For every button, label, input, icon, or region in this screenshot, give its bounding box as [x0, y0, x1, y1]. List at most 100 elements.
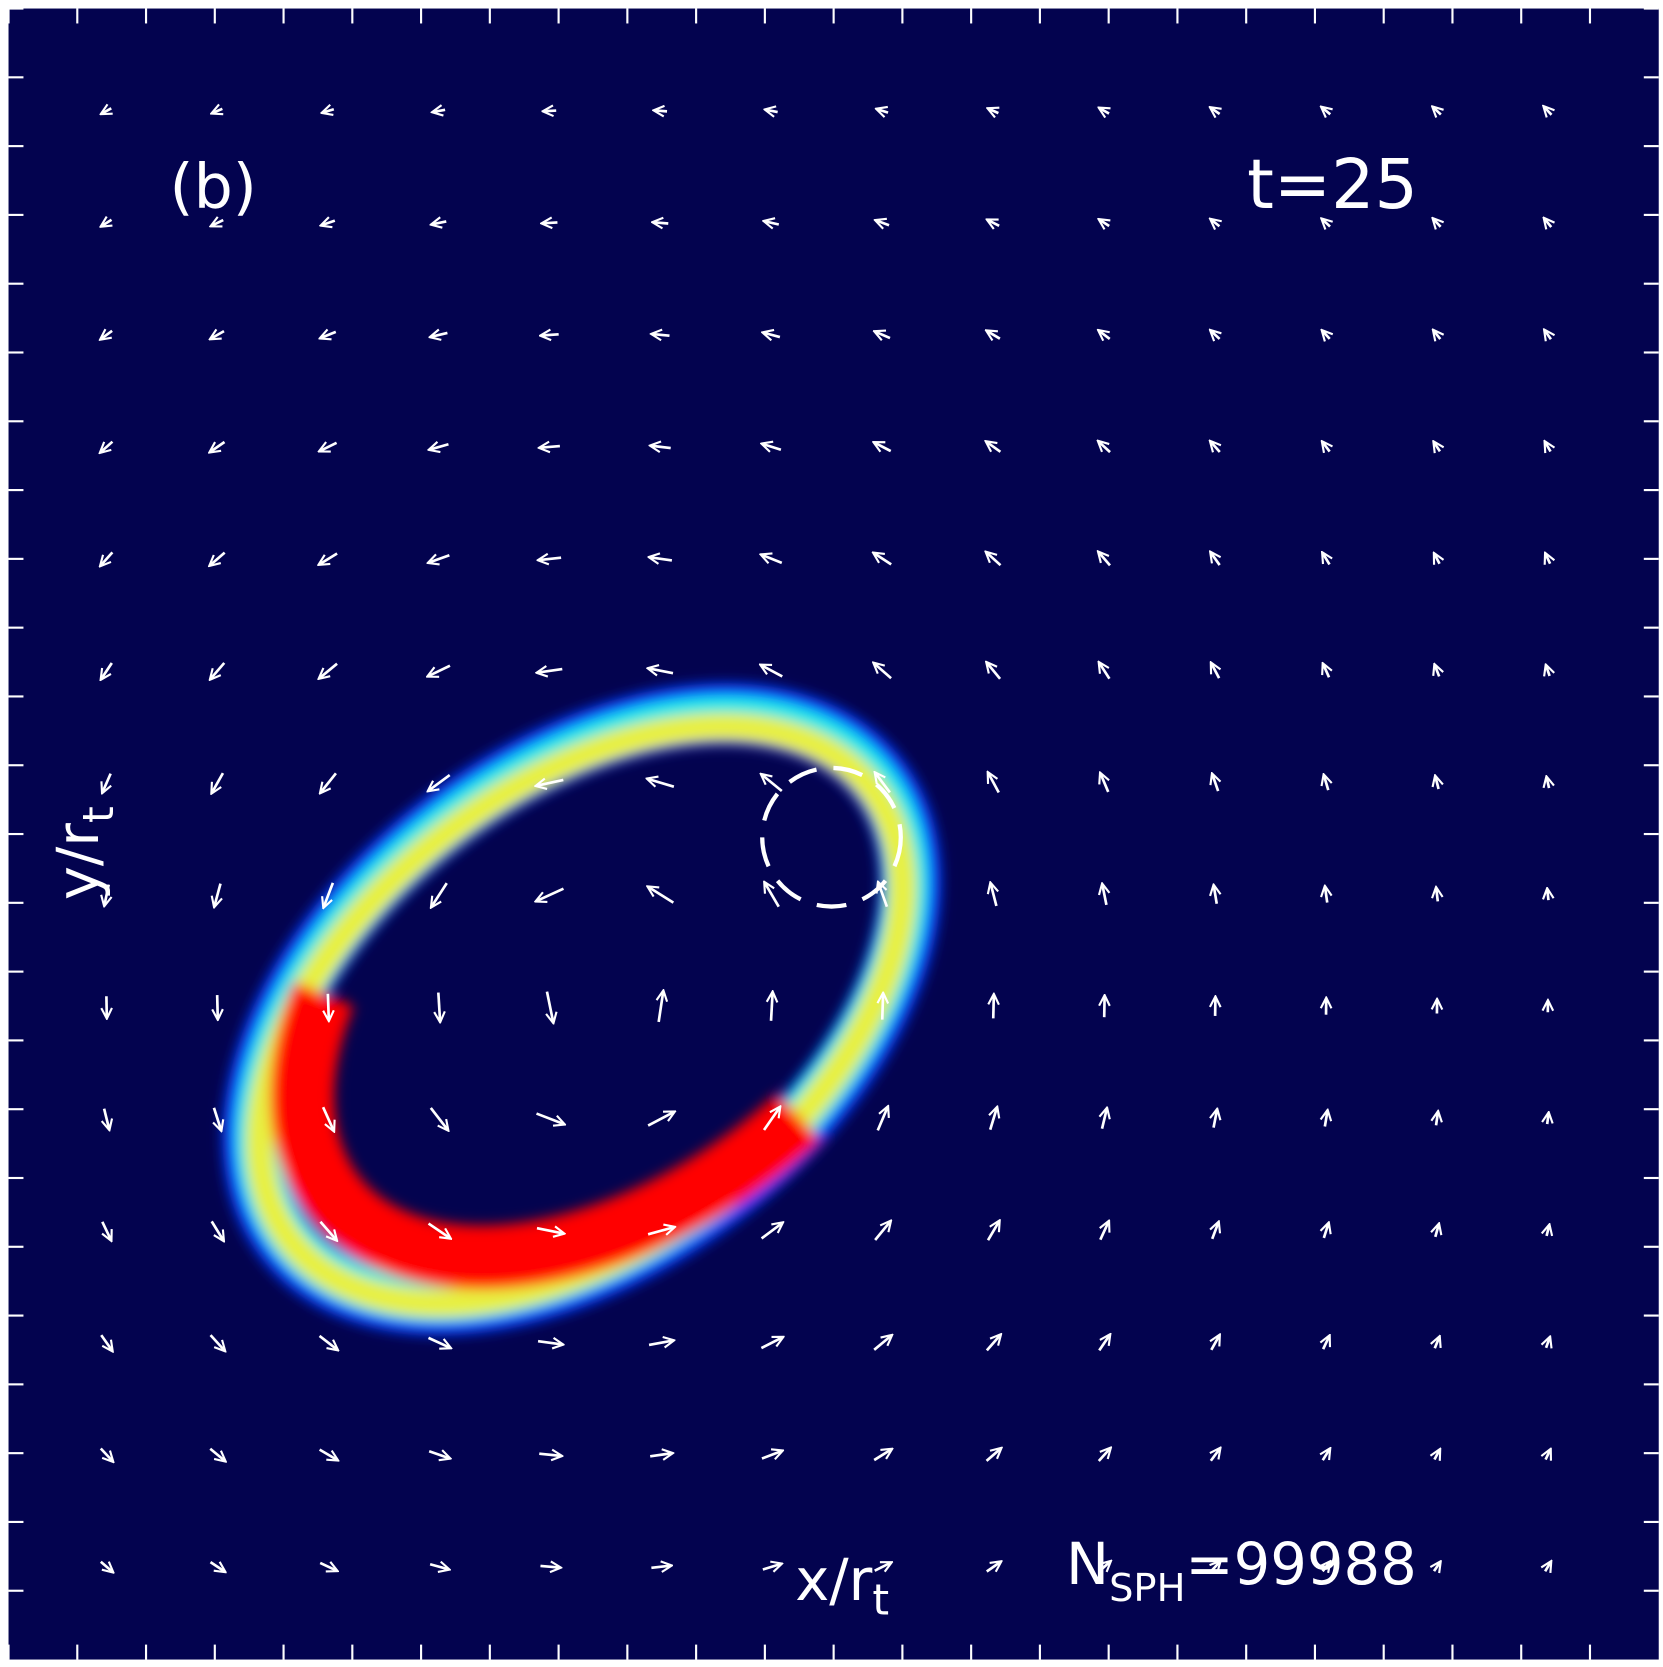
velocity-arrow [320, 662, 338, 678]
velocity-arrow [432, 882, 448, 906]
velocity-arrow [760, 1337, 782, 1350]
velocity-arrow [988, 220, 1000, 226]
velocity-arrow [760, 1223, 782, 1240]
frame-ticks [7, 7, 1659, 1660]
velocity-arrow [1098, 1335, 1109, 1352]
velocity-arrow [1211, 108, 1220, 114]
velocity-arrow [987, 663, 1002, 680]
velocity-arrow [104, 884, 108, 905]
velocity-arrow [1323, 442, 1330, 451]
velocity-arrow [873, 1336, 891, 1351]
velocity-arrow [318, 1334, 338, 1350]
velocity-arrow [101, 331, 113, 339]
velocity-arrow [536, 1228, 563, 1233]
velocity-arrow [432, 221, 447, 224]
velocity-arrow [320, 552, 338, 564]
velocity-arrow [1323, 553, 1330, 566]
y-axis-subscript: t [74, 806, 124, 823]
velocity-arrow [1436, 888, 1438, 902]
velocity-arrow [989, 109, 999, 113]
velocity-arrow [103, 773, 111, 792]
velocity-arrow [1099, 442, 1111, 454]
velocity-arrow [1323, 664, 1329, 678]
velocity-arrow [427, 1336, 449, 1348]
velocity-arrow [1545, 442, 1550, 451]
velocity-arrow [649, 887, 675, 904]
velocity-arrow [438, 992, 440, 1021]
velocity-arrow [765, 883, 780, 908]
velocity-arrow [1101, 774, 1109, 793]
velocity-arrow [427, 1222, 450, 1238]
velocity-arrow [987, 442, 1002, 453]
velocity-arrow [647, 1227, 674, 1234]
velocity-arrow [651, 446, 671, 448]
velocity-arrow [1100, 1222, 1108, 1241]
velocity-arrow [211, 662, 226, 679]
velocity-arrow [1325, 887, 1327, 903]
velocity-arrow [649, 1453, 672, 1456]
velocity-field [101, 107, 1552, 1572]
velocity-arrow [876, 221, 890, 226]
velocity-arrow [537, 780, 564, 786]
velocity-arrow [877, 109, 889, 112]
velocity-arrow [1211, 1562, 1220, 1572]
velocity-arrow [766, 110, 778, 112]
velocity-arrow [538, 669, 563, 673]
velocity-arrow [1097, 1449, 1110, 1462]
velocity-arrow [328, 993, 329, 1020]
velocity-arrow [1323, 331, 1330, 339]
y-axis-text: y/r [45, 823, 112, 900]
velocity-arrow [874, 553, 892, 566]
velocity-arrow [1322, 219, 1330, 226]
velocity-arrow [874, 1563, 891, 1571]
velocity-arrow [1211, 664, 1219, 679]
time-label: t=25 [1247, 146, 1418, 225]
velocity-arrow [1434, 1562, 1440, 1571]
velocity-arrow [1102, 885, 1106, 906]
velocity-arrow [985, 1562, 1001, 1573]
velocity-arrow [771, 993, 773, 1021]
velocity-arrow [430, 444, 449, 449]
velocity-arrow [212, 772, 225, 792]
velocity-arrow [102, 108, 111, 113]
velocity-arrow [874, 1222, 890, 1241]
velocity-arrow [991, 884, 997, 907]
velocity-arrow [429, 555, 450, 562]
panel-label: (b) [169, 151, 256, 223]
x-axis-text: x/r [795, 1547, 872, 1614]
velocity-arrow [537, 887, 565, 901]
velocity-arrow [987, 331, 1001, 339]
velocity-arrow [1547, 889, 1548, 901]
velocity-arrow [1324, 1224, 1329, 1239]
velocity-arrow [648, 779, 675, 788]
velocity-arrow [101, 1221, 111, 1240]
velocity-arrow [101, 662, 113, 679]
velocity-arrow [540, 446, 561, 448]
velocity-arrow [990, 1108, 997, 1131]
velocity-arrow [987, 553, 1002, 567]
velocity-arrow [761, 1451, 782, 1459]
velocity-arrow [647, 1112, 674, 1127]
velocity-arrow [322, 221, 336, 226]
velocity-arrow [319, 1563, 336, 1571]
velocity-arrow [539, 558, 562, 560]
velocity-arrow [1325, 1111, 1328, 1127]
velocity-arrow [1433, 219, 1440, 227]
velocity-arrow [1546, 1450, 1551, 1460]
velocity-arrow [431, 333, 448, 337]
velocity-arrow [209, 1560, 224, 1571]
velocity-arrow [875, 443, 892, 451]
velocity-arrow [1547, 1226, 1550, 1237]
velocity-arrow [100, 1334, 112, 1350]
velocity-arrow [765, 221, 780, 224]
velocity-arrow [1435, 665, 1439, 677]
velocity-arrow [536, 1112, 564, 1124]
velocity-arrow [655, 110, 668, 111]
particle-number: =99988 [1185, 1531, 1416, 1598]
velocity-arrow [537, 1341, 562, 1344]
velocity-arrow [1324, 776, 1328, 791]
velocity-arrow [318, 1448, 337, 1460]
velocity-arrow [1546, 666, 1549, 676]
velocity-arrow [1546, 554, 1550, 564]
